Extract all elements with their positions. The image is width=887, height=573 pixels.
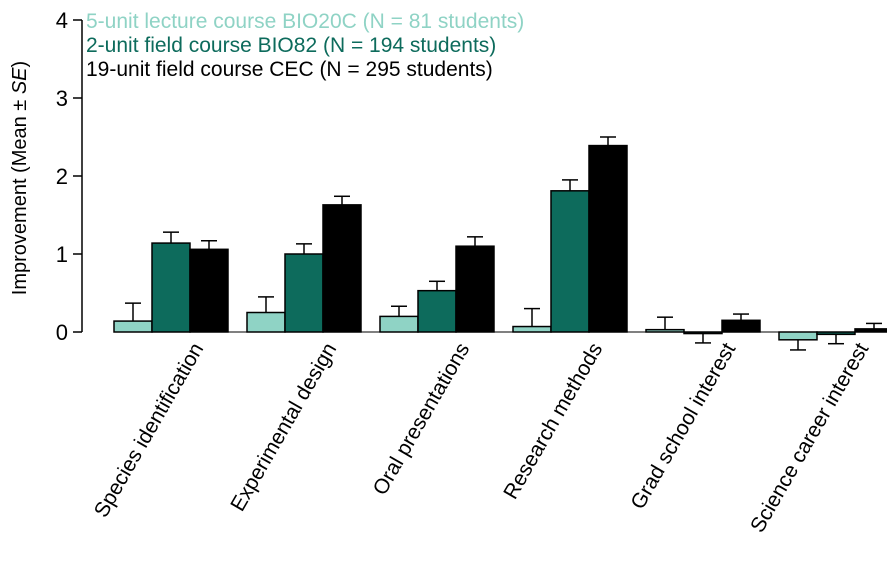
bar-1-6 — [778, 331, 818, 341]
legend-entry-bio20c: 5-unit lecture course BIO20C (N = 81 stu… — [86, 10, 524, 33]
y-axis-label-main: Improvement (Mean ± — [9, 94, 31, 295]
category-label: Science career interest — [746, 339, 873, 537]
category-label: Grad school interest — [626, 339, 740, 513]
chart-legend: 5-unit lecture course BIO20C (N = 81 stu… — [86, 10, 524, 81]
bar-2-4 — [550, 190, 590, 333]
bar-2-3 — [417, 289, 457, 333]
legend-entry-cec: 19-unit field course CEC (N = 295 studen… — [86, 58, 493, 81]
bar-1-2 — [246, 311, 286, 333]
bar-3-1 — [189, 248, 229, 333]
bar-series — [113, 144, 887, 341]
y-axis-label-italic: SE — [9, 67, 31, 94]
category-labels: Species identification Experimental desig… — [90, 339, 874, 537]
y-tick-label: 3 — [56, 86, 68, 111]
error-bars — [125, 136, 882, 351]
y-tick-label: 4 — [56, 8, 68, 33]
bar-1-4 — [512, 325, 552, 333]
bar-1-1 — [113, 320, 153, 333]
bar-3-3 — [455, 245, 495, 333]
category-label: Oral presentations — [369, 339, 475, 499]
y-axis-label-end: ) — [9, 61, 31, 68]
bar-3-4 — [588, 144, 628, 333]
bar-2-1 — [151, 242, 191, 333]
category-label: Research methods — [499, 339, 607, 503]
y-axis-ticks: 0 1 2 3 4 — [56, 8, 82, 345]
y-tick-label: 0 — [56, 320, 68, 345]
bar-3-2 — [322, 204, 362, 333]
bar-1-3 — [379, 315, 419, 333]
legend-entry-bio82: 2-unit field course BIO82 (N = 194 stude… — [86, 34, 496, 57]
bar-3-5 — [721, 319, 761, 333]
y-tick-label: 2 — [56, 164, 68, 189]
y-axis-label: Improvement (Mean ± SE) — [9, 61, 31, 295]
category-label: Species identification — [90, 339, 209, 521]
category-label: Experimental design — [226, 339, 341, 515]
bar-2-2 — [284, 253, 324, 333]
y-tick-label: 1 — [56, 242, 68, 267]
